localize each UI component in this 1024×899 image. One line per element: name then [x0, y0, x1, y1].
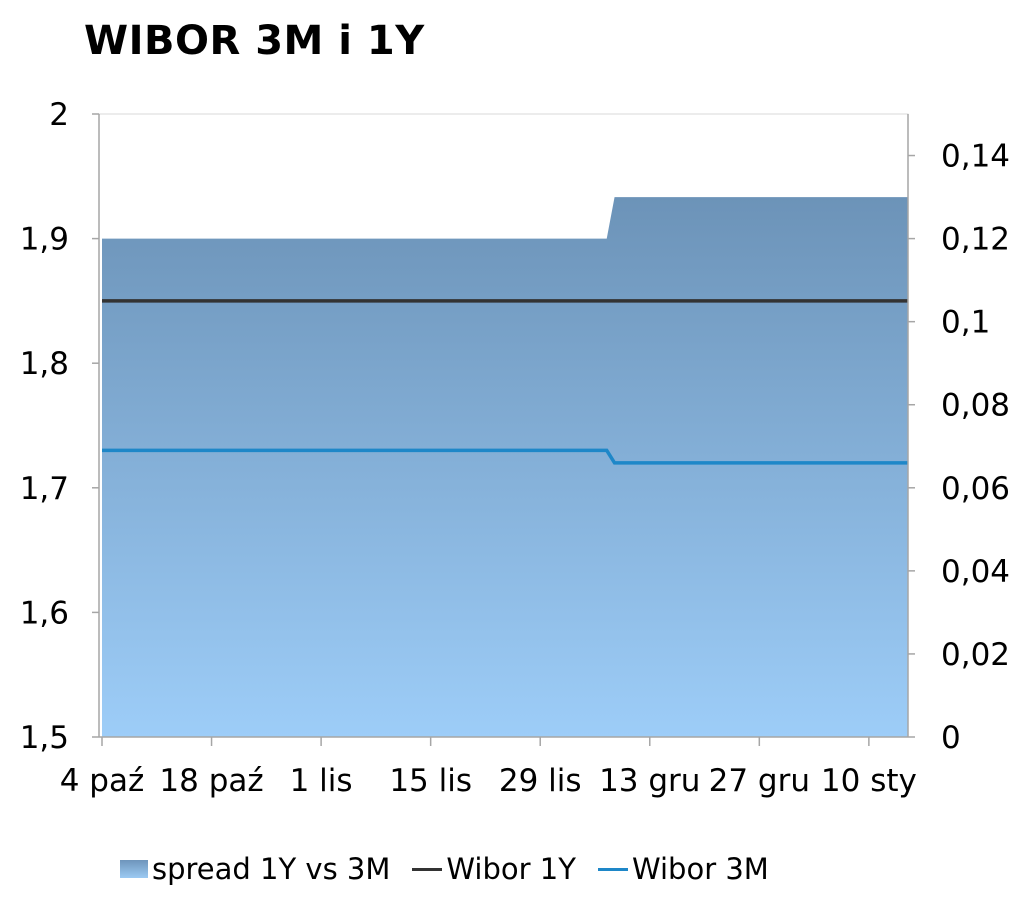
x-tick-label: 10 sty	[821, 763, 917, 799]
chart-title: WIBOR 3M i 1Y	[84, 18, 425, 64]
legend-label-wibor-1y: Wibor 1Y	[446, 852, 576, 886]
x-tick-label: 18 paź	[159, 763, 263, 799]
y-right-tick-label: 0,02	[941, 637, 1010, 673]
legend-swatch-spread	[120, 860, 148, 878]
x-tick-label: 29 lis	[499, 763, 582, 799]
y-right-tick-label: 0,14	[941, 139, 1010, 175]
y-right-tick-label: 0,12	[941, 222, 1010, 258]
x-tick-label: 4 paź	[60, 763, 145, 799]
y-left-tick-label: 1,5	[20, 720, 69, 756]
series-line-wibor-3m	[102, 448, 908, 465]
legend-label-spread: spread 1Y vs 3M	[152, 852, 391, 886]
legend-item-spread: spread 1Y vs 3M	[120, 852, 390, 886]
legend-item-wibor-3m: Wibor 3M	[576, 852, 769, 886]
x-tick-label: 27 gru	[709, 763, 810, 799]
x-tick-label: 15 lis	[389, 763, 472, 799]
legend: spread 1Y vs 3M Wibor 1Y Wibor 3M	[120, 852, 769, 886]
chart-plot: 1,5 1,6 1,7 1,8 1,9 2 0 0,02 0,04 0,06 0,08 0,1 0,12…	[20, 97, 1010, 799]
y-right-tick-label: 0,1	[941, 305, 990, 341]
y-left-tick-label: 1,7	[20, 471, 69, 507]
y-right-tick-label: 0	[941, 720, 961, 756]
legend-swatch-wibor-3m	[597, 867, 628, 871]
x-tick-label: 1 lis	[290, 763, 353, 799]
x-tick-label: 13 gru	[599, 763, 700, 799]
legend-swatch-wibor-1y	[412, 867, 443, 871]
legend-label-wibor-3m: Wibor 3M	[631, 852, 769, 886]
y-left-tick-label: 2	[49, 97, 69, 133]
y-left-tick-label: 1,8	[20, 346, 69, 382]
legend-item-wibor-1y: Wibor 1Y	[390, 852, 576, 886]
y-right-tick-label: 0,08	[941, 388, 1010, 424]
y-left-tick-label: 1,9	[20, 222, 69, 258]
y-left-tick-label: 1,6	[20, 595, 69, 631]
y-right-tick-label: 0,04	[941, 554, 1010, 590]
y-right-tick-label: 0,06	[941, 471, 1010, 507]
series-area-spread	[102, 197, 908, 738]
